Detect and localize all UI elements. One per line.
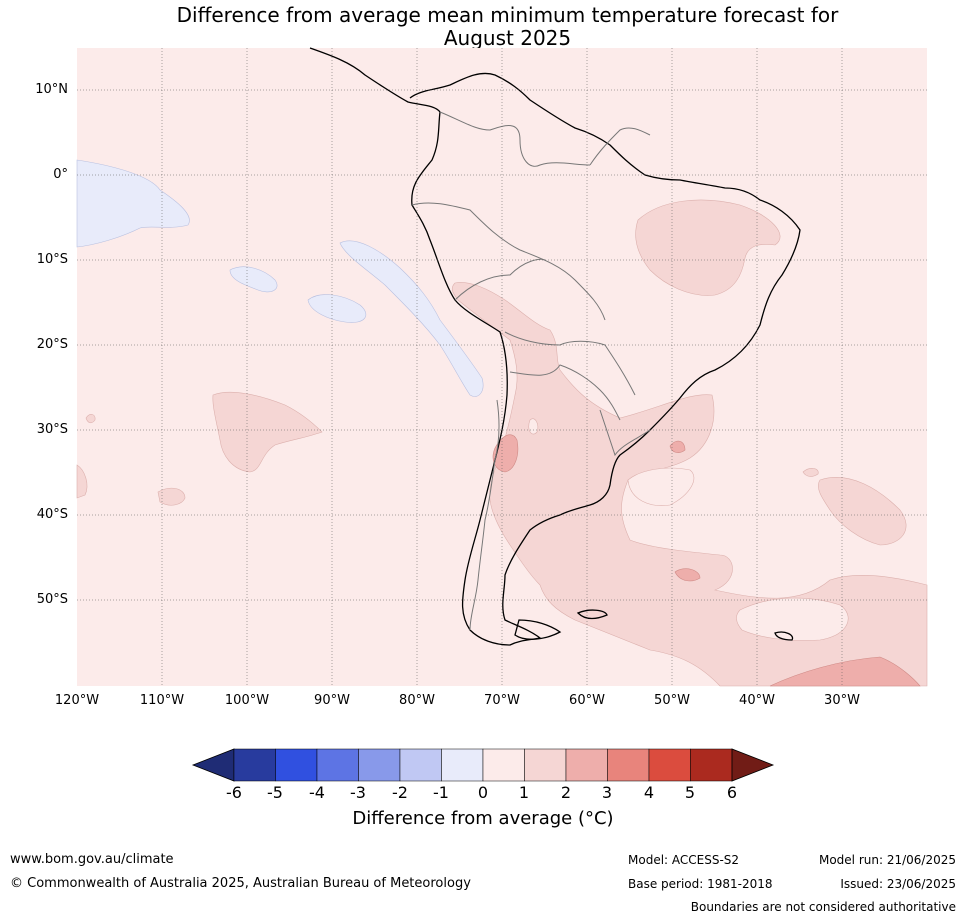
colorbar-swatch (358, 748, 401, 782)
colorbar-tick: -3 (350, 783, 366, 802)
lat-label-10s: 10°S (36, 252, 68, 267)
lon-label-110w: 110°W (139, 693, 185, 708)
colorbar-tick: 6 (726, 783, 738, 802)
colorbar-swatch (441, 748, 484, 782)
colorbar-swatch (316, 748, 359, 782)
model-name: Model: ACCESS-S2 (628, 853, 740, 867)
lon-label-100w: 100°W (224, 693, 270, 708)
colorbar-swatch (482, 748, 525, 782)
colorbar-swatch (524, 748, 567, 782)
colorbar-swatch (607, 748, 650, 782)
colorbar-tick: -4 (309, 783, 325, 802)
colorbar-swatch (565, 748, 608, 782)
lon-label-60w: 60°W (569, 693, 605, 708)
lon-label-40w: 40°W (739, 693, 775, 708)
website-link[interactable]: www.bom.gov.au/climate (10, 852, 174, 867)
boundaries-disclaimer: Boundaries are not considered authoritat… (690, 900, 956, 914)
colorbar-tick: 1 (518, 783, 530, 802)
colorbar (191, 748, 775, 782)
colorbar-tick: 2 (560, 783, 572, 802)
colorbar-swatch (399, 748, 442, 782)
lon-label-120w: 120°W (54, 693, 100, 708)
lat-label-50s: 50°S (36, 592, 68, 607)
colorbar-swatch (275, 748, 318, 782)
lon-label-70w: 70°W (484, 693, 520, 708)
colorbar-swatch (233, 748, 276, 782)
colorbar-swatch (648, 748, 691, 782)
base-period: Base period: 1981-2018 (628, 877, 773, 891)
lon-label-90w: 90°W (314, 693, 350, 708)
lat-label-10n: 10°N (35, 82, 68, 97)
country-borders (411, 111, 651, 631)
model-run-date: Model run: 21/06/2025 (818, 853, 956, 867)
colorbar-tick: 5 (684, 783, 696, 802)
title-line-2: August 2025 (443, 26, 572, 50)
lon-label-80w: 80°W (399, 693, 435, 708)
warm-anomaly-regions (76, 199, 928, 687)
lat-label-40s: 40°S (36, 507, 68, 522)
issued-date: Issued: 23/06/2025 (840, 877, 956, 891)
strong-warm-anomaly-regions (492, 434, 921, 687)
lat-label-0: 0° (53, 167, 68, 182)
lat-label-20s: 20°S (36, 337, 68, 352)
colorbar-tick: 3 (601, 783, 613, 802)
map-title: Difference from average mean minimum tem… (0, 4, 965, 50)
colorbar-tick: -5 (267, 783, 283, 802)
lat-label-30s: 30°S (36, 422, 68, 437)
copyright-text: © Commonwealth of Australia 2025, Austra… (10, 876, 471, 891)
lon-label-30w: 30°W (824, 693, 860, 708)
colorbar-tick: 4 (643, 783, 655, 802)
colorbar-swatch (690, 748, 733, 782)
title-line-1: Difference from average mean minimum tem… (176, 3, 839, 27)
gridlines (77, 48, 927, 686)
coastlines (309, 47, 801, 646)
colorbar-tick: 0 (477, 783, 489, 802)
colorbar-low-extension (191, 748, 235, 782)
lon-label-50w: 50°W (654, 693, 690, 708)
colorbar-tick: -6 (226, 783, 242, 802)
colorbar-tick: -2 (392, 783, 408, 802)
colorbar-label: Difference from average (°C) (352, 808, 614, 829)
colorbar-tick: -1 (433, 783, 449, 802)
colorbar-high-extension (731, 748, 775, 782)
cool-anomaly-regions (76, 159, 484, 397)
